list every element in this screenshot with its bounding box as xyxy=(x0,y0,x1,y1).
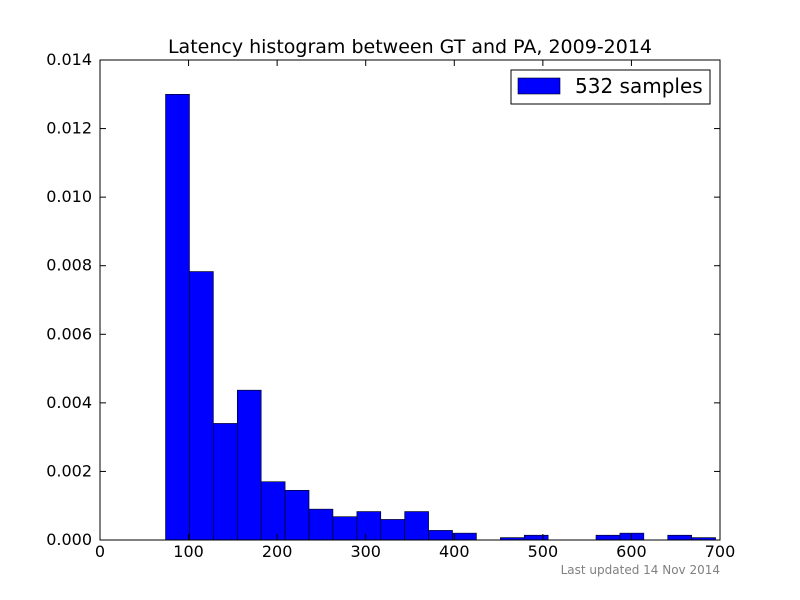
y-tick-label: 0.010 xyxy=(46,187,92,206)
histogram-bar-6 xyxy=(308,508,334,541)
histogram-bar-8 xyxy=(356,511,382,541)
histogram-bar-10 xyxy=(404,511,429,541)
plot-frame xyxy=(99,59,721,541)
x-tick-label: 100 xyxy=(173,542,204,561)
y-tick-label: 0.002 xyxy=(46,461,92,480)
histogram-bar-5 xyxy=(284,489,310,541)
histogram-bar-0 xyxy=(165,93,190,541)
last-updated-footnote: Last updated 14 Nov 2014 xyxy=(561,563,720,577)
legend-label: 532 samples xyxy=(575,74,703,98)
histogram-bar-4 xyxy=(260,481,286,541)
x-tick-label: 300 xyxy=(350,542,381,561)
x-tick-label: 400 xyxy=(439,542,470,561)
chart-title: Latency histogram between GT and PA, 200… xyxy=(168,36,652,58)
y-tick-label: 0.008 xyxy=(46,256,92,275)
x-tick-label: 0 xyxy=(95,542,105,561)
x-tick-label: 500 xyxy=(528,542,559,561)
histogram-bar-21 xyxy=(667,534,692,541)
histogram-bar-18 xyxy=(595,534,621,541)
y-tick-label: 0.000 xyxy=(46,530,92,549)
y-tick-label: 0.006 xyxy=(46,324,92,343)
x-tick-label: 700 xyxy=(705,542,736,561)
y-tick-label: 0.014 xyxy=(46,50,92,69)
histogram-bar-12 xyxy=(452,532,477,541)
histogram-bar-2 xyxy=(213,423,238,541)
legend: 532 samples xyxy=(510,69,711,105)
ticks-layer: 0 100 200 300 400 500 600 700 0.000 0.002 0.004 0.0… xyxy=(46,50,735,561)
bars-layer xyxy=(165,93,716,541)
x-tick-label: 600 xyxy=(616,542,647,561)
legend-swatch xyxy=(517,77,561,95)
histogram-bar-7 xyxy=(332,516,358,541)
histogram-bar-1 xyxy=(189,271,214,541)
histogram-bar-3 xyxy=(236,389,262,541)
histogram-bar-9 xyxy=(380,519,405,541)
histogram-bar-15 xyxy=(523,534,549,541)
histogram-bar-11 xyxy=(428,530,453,541)
x-tick-label: 200 xyxy=(262,542,293,561)
y-tick-label: 0.012 xyxy=(46,119,92,138)
y-tick-label: 0.004 xyxy=(46,393,92,412)
